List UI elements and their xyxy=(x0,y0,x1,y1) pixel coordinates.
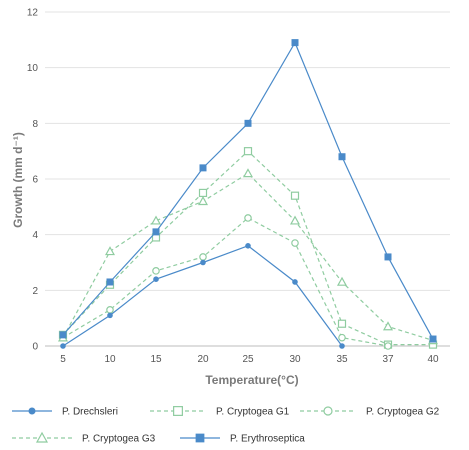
data-point xyxy=(289,215,301,225)
data-point xyxy=(338,153,346,161)
series-4 xyxy=(59,39,437,343)
y-tick-label: 0 xyxy=(32,342,38,353)
data-point xyxy=(199,253,207,261)
legend-marker xyxy=(28,407,36,415)
x-tick-label: 37 xyxy=(382,354,394,365)
data-point xyxy=(244,119,252,127)
y-tick-label: 4 xyxy=(32,230,38,241)
data-point xyxy=(339,343,345,349)
data-point xyxy=(384,342,392,350)
legend-marker xyxy=(195,433,205,443)
data-point xyxy=(336,276,348,286)
data-point xyxy=(106,306,114,314)
data-point xyxy=(104,246,116,256)
legend-label: P. Drechsleri xyxy=(62,407,118,418)
legend-marker xyxy=(35,431,49,443)
data-point xyxy=(429,335,437,343)
legend-item: P. Cryptogea G3 xyxy=(12,431,156,445)
legend: P. Drechsleri P. Cryptogea G1 P. Cryptogea… xyxy=(12,406,440,445)
data-point xyxy=(107,312,113,319)
x-tick-label: 15 xyxy=(150,354,162,365)
data-point xyxy=(384,253,392,261)
data-point xyxy=(382,321,394,331)
legend-item: P. Cryptogea G2 xyxy=(300,406,440,418)
x-tick-label: 35 xyxy=(336,354,348,365)
data-point xyxy=(337,319,347,328)
legend-label: P. Cryptogea G2 xyxy=(366,407,440,418)
legend-item: P. Erythroseptica xyxy=(180,434,305,445)
data-point xyxy=(150,215,162,225)
legend-marker xyxy=(173,406,183,416)
data-point xyxy=(338,333,346,342)
legend-item: P. Drechsleri xyxy=(12,407,118,418)
y-axis-title: Growth (mm d⁻¹) xyxy=(11,132,25,228)
series-line xyxy=(62,172,434,342)
x-tick-label: 20 xyxy=(197,354,209,365)
data-point xyxy=(242,168,254,178)
data-point xyxy=(106,278,114,286)
data-point xyxy=(292,279,298,285)
data-point xyxy=(153,276,159,283)
x-tick-label: 5 xyxy=(60,354,66,365)
data-point xyxy=(60,343,66,349)
y-tick-label: 8 xyxy=(32,119,38,130)
series-line xyxy=(62,41,434,340)
y-tick-label: 2 xyxy=(32,286,38,297)
series-0 xyxy=(60,243,345,349)
data-point xyxy=(290,191,300,200)
legend-marker xyxy=(323,406,333,416)
data-point xyxy=(243,147,253,156)
x-tick-label: 30 xyxy=(289,354,301,365)
data-point xyxy=(197,196,209,206)
data-point xyxy=(200,259,206,266)
x-tick-label: 10 xyxy=(104,354,116,365)
data-point xyxy=(152,267,160,275)
legend-label: P. Cryptogea G3 xyxy=(82,434,156,445)
x-axis-title: Temperature(°C) xyxy=(205,373,298,387)
series-3 xyxy=(57,168,439,345)
legend-label: P. Erythroseptica xyxy=(230,434,305,445)
x-tick-label: 40 xyxy=(427,354,439,365)
data-point xyxy=(245,243,251,249)
y-tick-label: 6 xyxy=(32,175,38,186)
legend-item: P. Cryptogea G1 xyxy=(150,406,290,418)
legend-label: P. Cryptogea G1 xyxy=(216,407,290,418)
gridlines xyxy=(45,11,450,291)
series xyxy=(57,39,439,350)
axes: 0 2 4 6 8 10 12 5 10 15 20 25 30 35 37 40 xyxy=(27,8,450,365)
data-point xyxy=(291,239,299,247)
y-tick-label: 10 xyxy=(27,63,39,74)
data-point xyxy=(152,228,160,236)
data-point xyxy=(244,214,252,222)
data-point xyxy=(59,331,67,339)
data-point xyxy=(199,164,207,172)
y-tick-label: 12 xyxy=(27,8,39,19)
data-point xyxy=(291,39,299,47)
series-line xyxy=(62,217,389,347)
x-tick-label: 25 xyxy=(242,354,254,365)
data-point xyxy=(198,188,208,198)
